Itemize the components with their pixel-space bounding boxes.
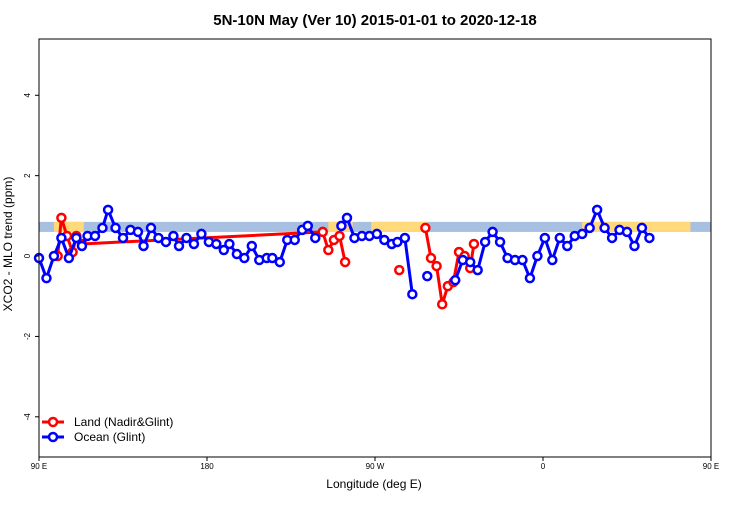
series-1-point-51 [407,288,418,300]
series-1-point-58 [472,264,483,276]
series-1 [33,204,655,300]
series-1-point-27 [224,238,235,250]
series-1-point-47 [379,234,390,246]
series-1-point-80 [636,222,648,234]
series-1-point-75 [599,222,610,234]
series-1-point-30 [246,240,258,252]
series-1-point-68 [547,254,558,266]
y-tick-label-2: 0 [23,253,32,258]
series-1-point-53 [422,270,433,282]
series-1-point-79 [629,240,640,252]
series-1-point-66 [532,250,543,262]
series-1-point-25 [211,238,222,250]
series-1-point-11 [110,222,121,234]
series-1-point-61 [494,236,506,248]
series-0-point-7 [323,244,334,256]
series-1-point-19 [168,230,179,242]
series-1-point-23 [196,228,207,240]
series-1-point-16 [145,222,157,234]
series-1-point-76 [606,232,618,244]
series-1-point-70 [562,240,573,252]
series-1-point-17 [153,232,164,244]
series-1-point-59 [479,236,491,248]
series-0-point-1 [56,212,67,224]
series-1-point-5 [71,232,82,244]
x-axis-label: Longitude (deg E) [326,477,421,491]
series-1-point-8 [89,230,101,242]
x-tick-label-1: 180 [200,462,214,471]
series-1-point-39 [310,232,321,244]
series-0-point-9 [334,230,345,242]
series-layer [33,204,655,310]
series-1-point-14 [132,226,144,238]
series-1-point-81 [644,232,655,244]
series-1-point-1 [41,272,52,284]
series-1-point-74 [591,204,603,216]
land-band-segment-3 [582,221,691,232]
x-tick-label-0: 90 E [31,462,47,471]
series-1-point-38 [302,220,314,232]
series-0-point-23 [468,238,480,250]
series-1-point-6 [76,240,88,252]
legend-land-marker [47,416,59,428]
series-1-point-2 [48,250,60,262]
series-1-point-33 [267,252,278,264]
axes: 90 E 180 90 W 0 90 E -4 -2 0 2 4 [23,38,719,471]
series-1-point-67 [539,232,551,244]
series-1-point-10 [102,204,114,216]
series-1-point-9 [97,222,108,234]
series-1-point-50 [399,232,411,244]
series-0-point-12 [394,264,405,276]
series-0-point-14 [420,222,431,234]
legend-ocean-label: Ocean (Glint) [74,430,145,444]
series-1-point-57 [464,256,476,268]
series-1-point-20 [173,240,185,252]
x-tick-label-4: 90 E [703,462,719,471]
series-0-point-10 [339,256,351,268]
land-band-segment-2 [371,221,428,232]
series-1-point-65 [524,272,536,284]
legend-land-label: Land (Nadir&Glint) [74,415,173,429]
chart-title: 5N-10N May (Ver 10) 2015-01-01 to 2020-1… [213,12,537,29]
series-1-point-3 [56,232,67,244]
series-1-point-41 [336,220,347,232]
legend: Land (Nadir&Glint) Ocean (Glint) [42,415,173,444]
series-1-point-42 [341,212,353,224]
land-band-segment-0 [53,221,84,232]
series-1-point-64 [517,254,528,266]
series-1-point-46 [371,228,383,240]
series-1-point-49 [392,236,403,248]
x-tick-label-2: 90 W [366,462,385,471]
series-1-point-69 [554,232,566,244]
series-1-point-12 [117,232,129,244]
y-tick-label-0: -4 [23,413,32,421]
series-1-point-21 [181,232,192,244]
series-1-point-73 [584,222,595,234]
series-1-point-18 [160,236,172,248]
x-tick-label-3: 0 [541,462,546,471]
series-1-point-28 [231,248,243,260]
series-0-point-15 [425,252,437,264]
y-tick-label-3: 2 [23,173,32,178]
series-1-point-55 [450,274,461,286]
series-1-point-26 [218,244,230,256]
series-1-point-36 [289,234,300,246]
legend-ocean-marker [47,431,59,443]
series-1-point-15 [138,240,149,252]
series-1-point-60 [487,226,498,238]
y-tick-label-1: -2 [23,332,32,340]
series-1-point-78 [621,226,633,238]
series-1-point-22 [188,238,200,250]
y-axis-label: XCO2 - MLO trend (ppm) [1,177,15,312]
series-0-point-17 [436,299,448,310]
series-1-point-4 [63,252,75,264]
series-1-point-29 [239,252,250,264]
series-0-point-16 [431,260,442,272]
series-1-point-34 [274,256,286,268]
y-tick-label-4: 4 [23,92,32,97]
series-1-point-72 [576,228,588,240]
series-0-point-6 [317,226,328,238]
